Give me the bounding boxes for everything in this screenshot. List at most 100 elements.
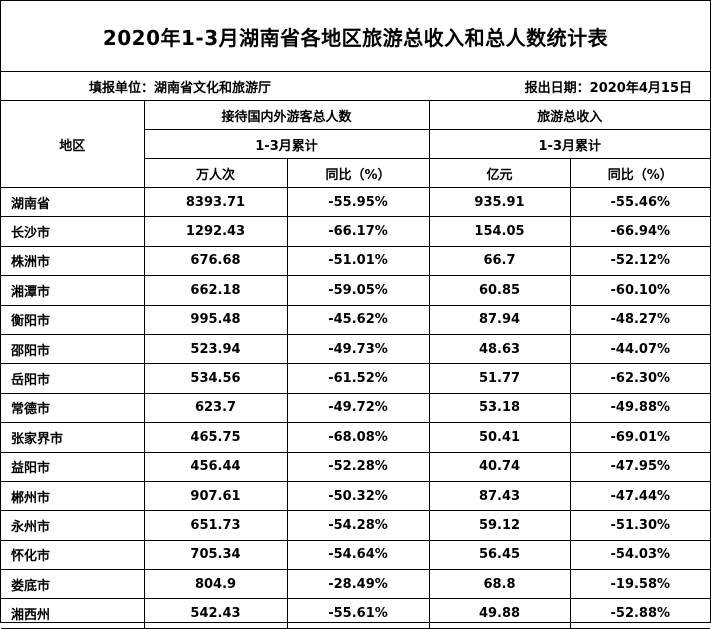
income-yoy-cell: -48.27% bbox=[569, 304, 711, 335]
region-cell: 邵阳市 bbox=[1, 333, 145, 365]
income-yoy-cell: -47.44% bbox=[569, 480, 711, 512]
visitors-yoy-cell: -66.17% bbox=[286, 216, 430, 247]
income-group-header: 旅游总收入 bbox=[428, 101, 711, 130]
table-title: 2020年1-3月湖南省各地区旅游总收入和总人数统计表 bbox=[1, 1, 710, 72]
visitors-group-header: 接待国内外游客总人数 bbox=[143, 101, 430, 130]
income-cell: 87.43 bbox=[428, 480, 571, 512]
income-cell: 50.41 bbox=[428, 422, 571, 453]
info-bar: 填报单位：湖南省文化和旅游厅 报出日期：2020年4月15日 bbox=[1, 72, 710, 101]
table-row: 岳阳市 534.56 -61.52% 51.77 -62.30% bbox=[1, 363, 711, 394]
visitors-cell: 523.94 bbox=[143, 333, 288, 365]
statistics-table: 地区 接待国内外游客总人数 旅游总收入 1-3月累计 1-3月累计 万人次 同比… bbox=[1, 101, 711, 629]
visitors-yoy-cell: -52.28% bbox=[286, 451, 430, 482]
visitors-yoy-cell: -54.64% bbox=[286, 539, 430, 571]
income-yoy-cell: -62.30% bbox=[569, 363, 711, 394]
income-yoy-cell: -51.30% bbox=[569, 510, 711, 541]
visitors-cell: 804.9 bbox=[143, 569, 288, 600]
visitors-yoy-cell: -54.28% bbox=[286, 510, 430, 541]
visitors-unit-header: 万人次 bbox=[144, 158, 288, 188]
table-row: 常德市 623.7 -49.72% 53.18 -49.88% bbox=[1, 392, 711, 424]
visitors-yoy-cell: -28.49% bbox=[286, 569, 430, 600]
visitors-cell: 456.44 bbox=[143, 451, 288, 482]
visitors-yoy-cell: -49.72% bbox=[286, 392, 430, 424]
visitors-cell: 542.43 bbox=[143, 598, 288, 629]
visitors-yoy-cell: -49.73% bbox=[286, 333, 430, 365]
visitors-cell: 995.48 bbox=[143, 304, 288, 335]
table-body: 湖南省 8393.71 -55.95% 935.91 -55.46% 长沙市 1292.43… bbox=[1, 186, 711, 629]
region-cell: 张家界市 bbox=[1, 422, 145, 453]
income-cell: 154.05 bbox=[428, 216, 571, 247]
income-cell: 66.7 bbox=[428, 245, 571, 277]
income-yoy-cell: -19.58% bbox=[569, 569, 711, 600]
visitors-cell: 465.75 bbox=[143, 422, 288, 453]
income-yoy-cell: -66.94% bbox=[569, 216, 711, 247]
region-header: 地区 bbox=[1, 101, 145, 188]
visitors-cell: 8393.71 bbox=[143, 186, 288, 218]
visitors-cell: 705.34 bbox=[143, 539, 288, 571]
visitors-yoy-cell: -45.62% bbox=[286, 304, 430, 335]
income-cell: 56.45 bbox=[428, 539, 571, 571]
visitors-cell: 651.73 bbox=[143, 510, 288, 541]
region-cell: 常德市 bbox=[1, 392, 145, 424]
income-cell: 49.88 bbox=[428, 598, 571, 629]
income-cell: 60.85 bbox=[428, 275, 571, 306]
table-row: 郴州市 907.61 -50.32% 87.43 -47.44% bbox=[1, 480, 711, 512]
table-row: 张家界市 465.75 -68.08% 50.41 -69.01% bbox=[1, 422, 711, 453]
table-row: 益阳市 456.44 -52.28% 40.74 -47.95% bbox=[1, 451, 711, 482]
visitors-cell: 676.68 bbox=[143, 245, 288, 277]
income-cell: 935.91 bbox=[428, 186, 571, 218]
income-cell: 87.94 bbox=[428, 304, 571, 335]
income-unit-header: 亿元 bbox=[428, 158, 571, 188]
table-header: 地区 接待国内外游客总人数 旅游总收入 1-3月累计 1-3月累计 万人次 同比… bbox=[1, 101, 711, 188]
income-yoy-header: 同比（%） bbox=[569, 158, 711, 188]
region-cell: 郴州市 bbox=[1, 480, 145, 512]
visitors-yoy-cell: -68.08% bbox=[286, 422, 430, 453]
region-cell: 湘西州 bbox=[1, 598, 145, 629]
visitors-cell: 1292.43 bbox=[143, 216, 288, 247]
income-yoy-cell: -55.46% bbox=[569, 186, 711, 218]
income-yoy-cell: -52.12% bbox=[569, 245, 711, 277]
income-yoy-cell: -69.01% bbox=[569, 422, 711, 453]
region-cell: 湘潭市 bbox=[1, 275, 145, 306]
table-row: 湖南省 8393.71 -55.95% 935.91 -55.46% bbox=[1, 186, 711, 218]
income-yoy-cell: -49.88% bbox=[569, 392, 711, 424]
income-cell: 40.74 bbox=[428, 451, 571, 482]
table-row: 株洲市 676.68 -51.01% 66.7 -52.12% bbox=[1, 245, 711, 277]
income-cell: 51.77 bbox=[428, 363, 571, 394]
report-date: 报出日期：2020年4月15日 bbox=[524, 80, 692, 96]
visitors-yoy-cell: -51.01% bbox=[286, 245, 430, 277]
table-row: 衡阳市 995.48 -45.62% 87.94 -48.27% bbox=[1, 304, 711, 335]
income-yoy-cell: -54.03% bbox=[569, 539, 711, 571]
visitors-cell: 534.56 bbox=[143, 363, 288, 394]
table-row: 长沙市 1292.43 -66.17% 154.05 -66.94% bbox=[1, 216, 711, 247]
region-cell: 怀化市 bbox=[1, 539, 145, 571]
region-cell: 长沙市 bbox=[1, 216, 145, 247]
table-row: 怀化市 705.34 -54.64% 56.45 -54.03% bbox=[1, 539, 711, 571]
income-cell: 59.12 bbox=[428, 510, 571, 541]
visitors-cell: 907.61 bbox=[143, 480, 288, 512]
table-row: 永州市 651.73 -54.28% 59.12 -51.30% bbox=[1, 510, 711, 541]
region-cell: 娄底市 bbox=[1, 569, 145, 600]
region-cell: 益阳市 bbox=[1, 451, 145, 482]
table-row: 湘西州 542.43 -55.61% 49.88 -52.88% bbox=[1, 598, 711, 629]
table-row: 邵阳市 523.94 -49.73% 48.63 -44.07% bbox=[1, 333, 711, 365]
visitors-cumulative-header: 1-3月累计 bbox=[144, 129, 430, 159]
table-row: 湘潭市 662.18 -59.05% 60.85 -60.10% bbox=[1, 275, 711, 306]
income-yoy-cell: -44.07% bbox=[569, 333, 711, 365]
visitors-yoy-cell: -61.52% bbox=[286, 363, 430, 394]
region-cell: 衡阳市 bbox=[1, 304, 145, 335]
visitors-cell: 623.7 bbox=[143, 392, 288, 424]
income-cell: 53.18 bbox=[428, 392, 571, 424]
region-cell: 永州市 bbox=[1, 510, 145, 541]
income-cell: 68.8 bbox=[428, 569, 571, 600]
income-cell: 48.63 bbox=[428, 333, 571, 365]
income-yoy-cell: -52.88% bbox=[569, 598, 711, 629]
income-yoy-cell: -60.10% bbox=[569, 275, 711, 306]
visitors-yoy-cell: -59.05% bbox=[286, 275, 430, 306]
visitors-cell: 662.18 bbox=[143, 275, 288, 306]
visitors-yoy-cell: -50.32% bbox=[286, 480, 430, 512]
region-cell: 岳阳市 bbox=[1, 363, 145, 394]
region-cell: 湖南省 bbox=[1, 186, 145, 218]
income-yoy-cell: -47.95% bbox=[569, 451, 711, 482]
